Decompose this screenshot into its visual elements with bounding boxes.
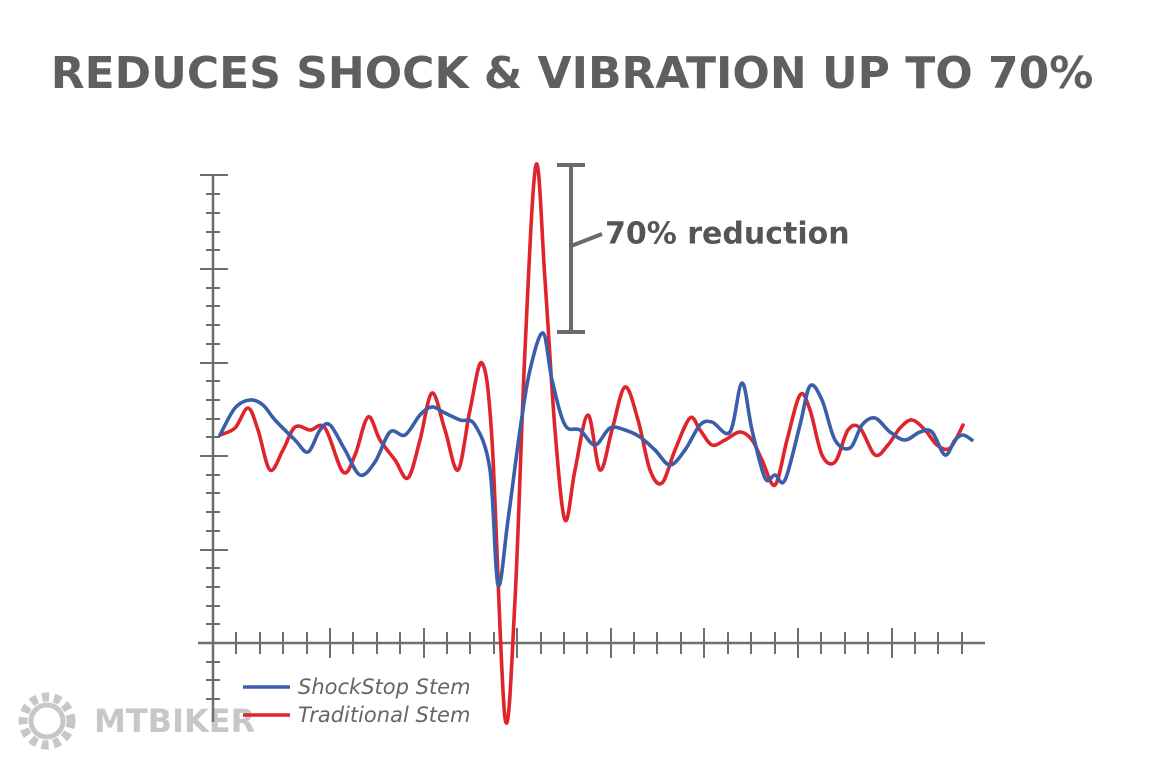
- watermark-ring: [28, 702, 66, 740]
- series-line: [218, 331, 974, 588]
- legend-label: Traditional Stem: [298, 703, 470, 727]
- watermark-gear: [18, 692, 76, 750]
- chart-title: REDUCES SHOCK & VIBRATION UP TO 70%: [51, 48, 1094, 99]
- legend-label: ShockStop Stem: [298, 675, 471, 699]
- bracket-connector: [570, 232, 603, 248]
- series-line: [218, 162, 965, 725]
- annotation: 70% reduction: [605, 217, 850, 252]
- watermark: MTBIKER: [18, 692, 255, 750]
- watermark-text: MTBIKER: [94, 702, 255, 740]
- reduction-bracket: [557, 163, 603, 334]
